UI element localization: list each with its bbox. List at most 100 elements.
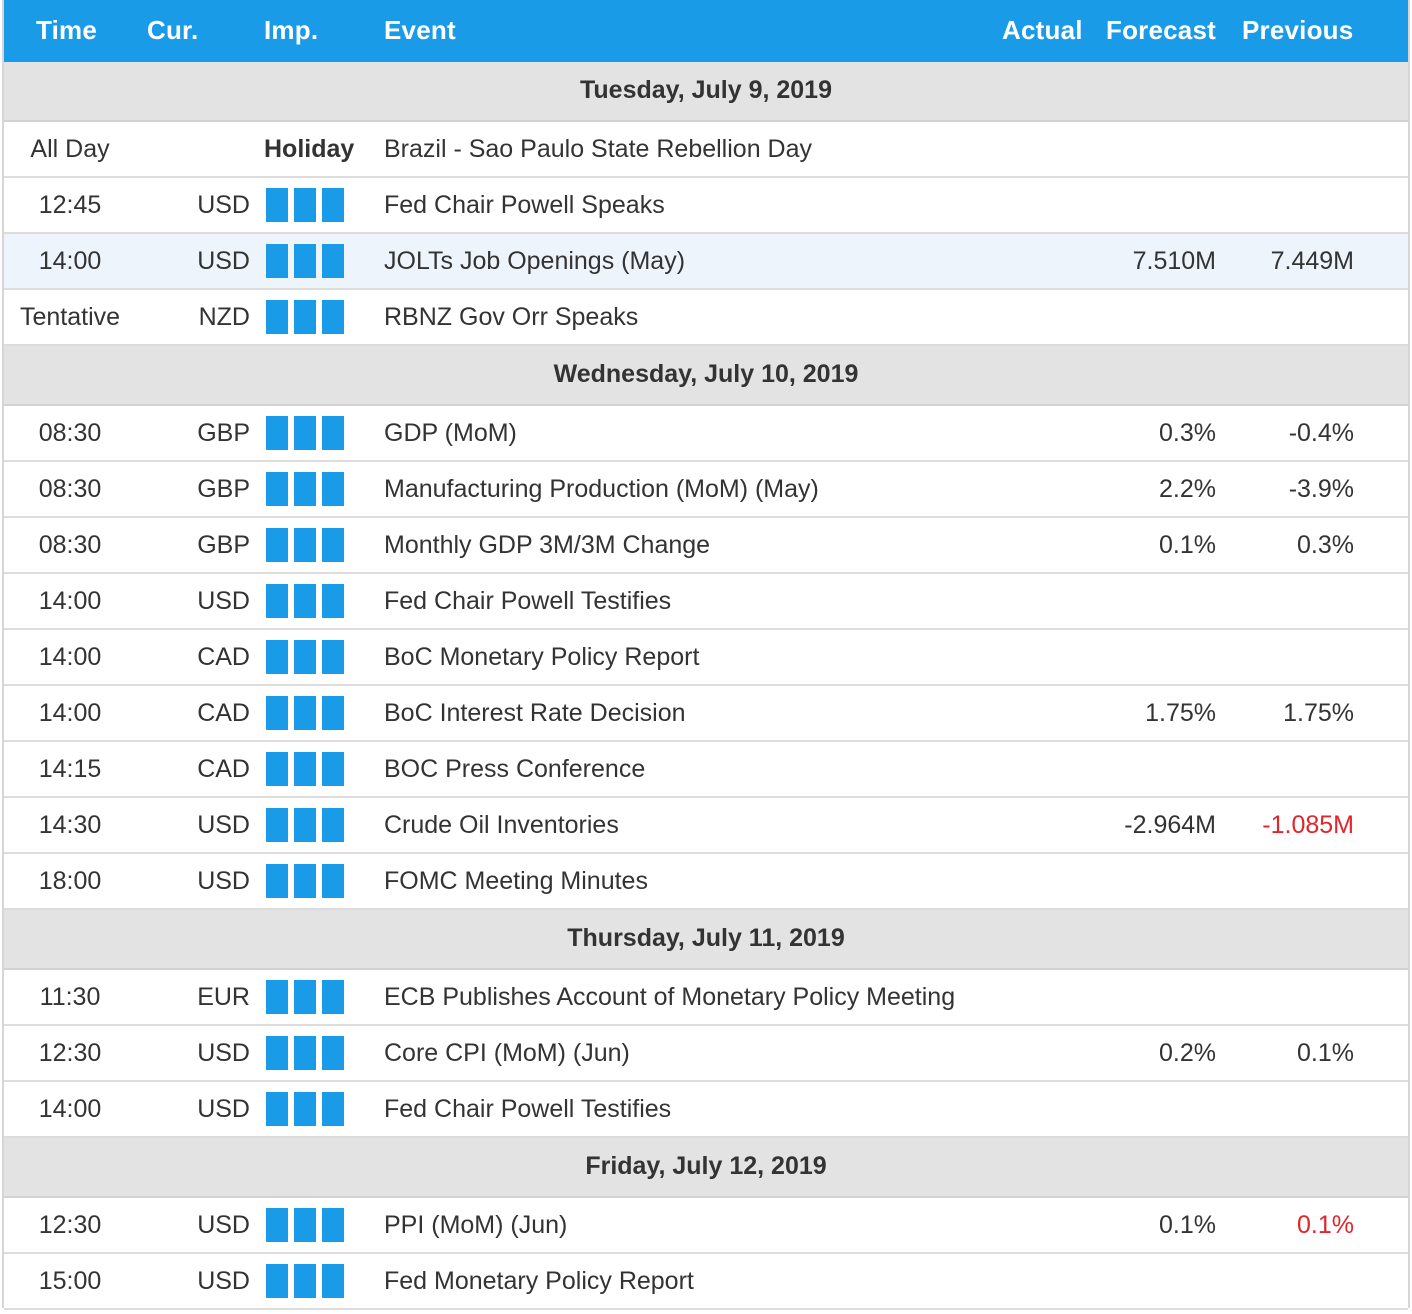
importance-bar — [322, 640, 344, 674]
table-row[interactable]: 18:00 USD FOMC Meeting Minutes — [4, 854, 1408, 910]
day-label: Thursday, July 11, 2019 — [567, 924, 845, 952]
event-currency: EUR — [197, 983, 250, 1011]
importance-bar — [294, 584, 316, 618]
importance-bar — [322, 752, 344, 786]
event-forecast: 2.2% — [1159, 475, 1216, 503]
importance-icon — [266, 416, 346, 450]
event-forecast: -2.964M — [1124, 811, 1216, 839]
day-header: Friday, July 12, 2019 — [4, 1138, 1408, 1198]
table-row[interactable]: 11:30 EUR ECB Publishes Account of Monetar… — [4, 970, 1408, 1026]
importance-bar — [266, 752, 288, 786]
importance-bar — [322, 980, 344, 1014]
table-row[interactable]: 12:30 USD Core CPI (MoM) (Jun) 0.2% 0.1% — [4, 1026, 1408, 1082]
column-header-actual[interactable]: Actual — [1002, 15, 1083, 45]
table-row[interactable]: 08:30 GBP GDP (MoM) 0.3% -0.4% — [4, 406, 1408, 462]
event-currency: GBP — [197, 419, 250, 447]
importance-bar — [294, 1208, 316, 1242]
event-name[interactable]: FOMC Meeting Minutes — [384, 867, 648, 895]
event-time: 08:30 — [38, 531, 102, 559]
column-header-previous[interactable]: Previous — [1242, 15, 1354, 45]
importance-bar — [266, 1208, 288, 1242]
event-name[interactable]: Fed Chair Powell Testifies — [384, 587, 672, 615]
event-currency: USD — [197, 587, 250, 615]
table-row[interactable]: 08:30 GBP Manufacturing Production (MoM) (… — [4, 462, 1408, 518]
column-header-importance[interactable]: Imp. — [264, 15, 319, 45]
table-row[interactable]: 14:15 CAD BOC Press Conference — [4, 742, 1408, 798]
table-row[interactable]: 14:30 USD Crude Oil Inventories -2.964M -1.0… — [4, 798, 1408, 854]
table-row[interactable]: 14:00 USD Fed Chair Powell Testifies — [4, 574, 1408, 630]
event-time: All Day — [30, 135, 110, 163]
event-time: 12:30 — [38, 1211, 102, 1239]
event-currency: USD — [197, 1211, 250, 1239]
importance-bar — [266, 980, 288, 1014]
importance-bar — [266, 1092, 288, 1126]
event-name[interactable]: Core CPI (MoM) (Jun) — [384, 1039, 630, 1067]
event-time: 11:30 — [39, 983, 101, 1011]
event-name[interactable]: Crude Oil Inventories — [384, 811, 619, 839]
importance-bar — [322, 1264, 344, 1298]
importance-bar — [294, 696, 316, 730]
event-time: 18:00 — [38, 867, 102, 895]
importance-bar — [322, 808, 344, 842]
table-row[interactable]: 14:00 CAD BoC Monetary Policy Report — [4, 630, 1408, 686]
importance-icon — [266, 1264, 346, 1298]
event-currency: USD — [197, 1095, 250, 1123]
column-header-time[interactable]: Time — [36, 15, 98, 45]
importance-bar — [322, 1092, 344, 1126]
event-name[interactable]: Brazil - Sao Paulo State Rebellion Day — [384, 135, 813, 163]
column-header-forecast[interactable]: Forecast — [1106, 15, 1216, 45]
table-row[interactable]: 12:30 USD PPI (MoM) (Jun) 0.1% 0.1% — [4, 1198, 1408, 1254]
table-row[interactable]: 15:00 USD Fed Monetary Policy Report — [4, 1254, 1408, 1310]
event-currency: USD — [197, 867, 250, 895]
event-name[interactable]: BoC Monetary Policy Report — [384, 643, 700, 671]
table-row[interactable]: 08:30 GBP Monthly GDP 3M/3M Change 0.1% 0.3% — [4, 518, 1408, 574]
event-time: Tentative — [19, 303, 121, 331]
event-name[interactable]: Monthly GDP 3M/3M Change — [384, 531, 711, 559]
event-name[interactable]: BOC Press Conference — [384, 755, 646, 783]
table-row[interactable]: Tentative NZD RBNZ Gov Orr Speaks — [4, 290, 1408, 346]
importance-bar — [266, 1264, 288, 1298]
event-time: 14:00 — [38, 587, 102, 615]
importance-bar — [294, 808, 316, 842]
table-row[interactable]: 14:00 CAD BoC Interest Rate Decision 1.75% 1… — [4, 686, 1408, 742]
importance-bar — [322, 300, 344, 334]
event-name[interactable]: JOLTs Job Openings (May) — [384, 247, 686, 275]
event-name[interactable]: BoC Interest Rate Decision — [384, 699, 686, 727]
event-time: 12:45 — [38, 191, 102, 219]
importance-bar — [294, 528, 316, 562]
event-time: 15:00 — [38, 1267, 102, 1295]
importance-bar — [266, 1036, 288, 1070]
event-time: 14:00 — [38, 699, 102, 727]
event-time: 14:30 — [38, 811, 102, 839]
event-name[interactable]: Manufacturing Production (MoM) (May) — [384, 475, 819, 503]
importance-bar — [322, 696, 344, 730]
event-previous: 0.1% — [1297, 1211, 1354, 1239]
importance-bar — [266, 188, 288, 222]
column-header-event[interactable]: Event — [384, 15, 456, 45]
event-name[interactable]: Fed Monetary Policy Report — [384, 1267, 694, 1295]
event-forecast: 0.1% — [1159, 1211, 1216, 1239]
event-forecast: 0.1% — [1159, 531, 1216, 559]
importance-bar — [266, 472, 288, 506]
table-row[interactable]: 12:45 USD Fed Chair Powell Speaks — [4, 178, 1408, 234]
importance-bar — [294, 244, 316, 278]
event-name[interactable]: PPI (MoM) (Jun) — [384, 1211, 568, 1239]
importance-bar — [294, 300, 316, 334]
table-row[interactable]: All Day Holiday Brazil - Sao Paulo State R… — [4, 122, 1408, 178]
table-row[interactable]: 14:00 USD Fed Chair Powell Testifies — [4, 1082, 1408, 1138]
importance-bar — [322, 864, 344, 898]
importance-bar — [322, 188, 344, 222]
importance-bar — [294, 416, 316, 450]
event-name[interactable]: ECB Publishes Account of Monetary Policy… — [384, 983, 956, 1011]
importance-icon — [266, 980, 346, 1014]
event-name[interactable]: GDP (MoM) — [384, 419, 517, 447]
day-label: Friday, July 12, 2019 — [585, 1152, 827, 1180]
event-time: 14:00 — [38, 1095, 102, 1123]
event-name[interactable]: RBNZ Gov Orr Speaks — [384, 303, 639, 331]
event-time: 08:30 — [38, 419, 102, 447]
event-name[interactable]: Fed Chair Powell Testifies — [384, 1095, 672, 1123]
table-row[interactable]: 14:00 USD JOLTs Job Openings (May) 7.510M 7.… — [4, 234, 1408, 290]
column-header-currency[interactable]: Cur. — [147, 15, 199, 45]
event-name[interactable]: Fed Chair Powell Speaks — [384, 191, 665, 219]
